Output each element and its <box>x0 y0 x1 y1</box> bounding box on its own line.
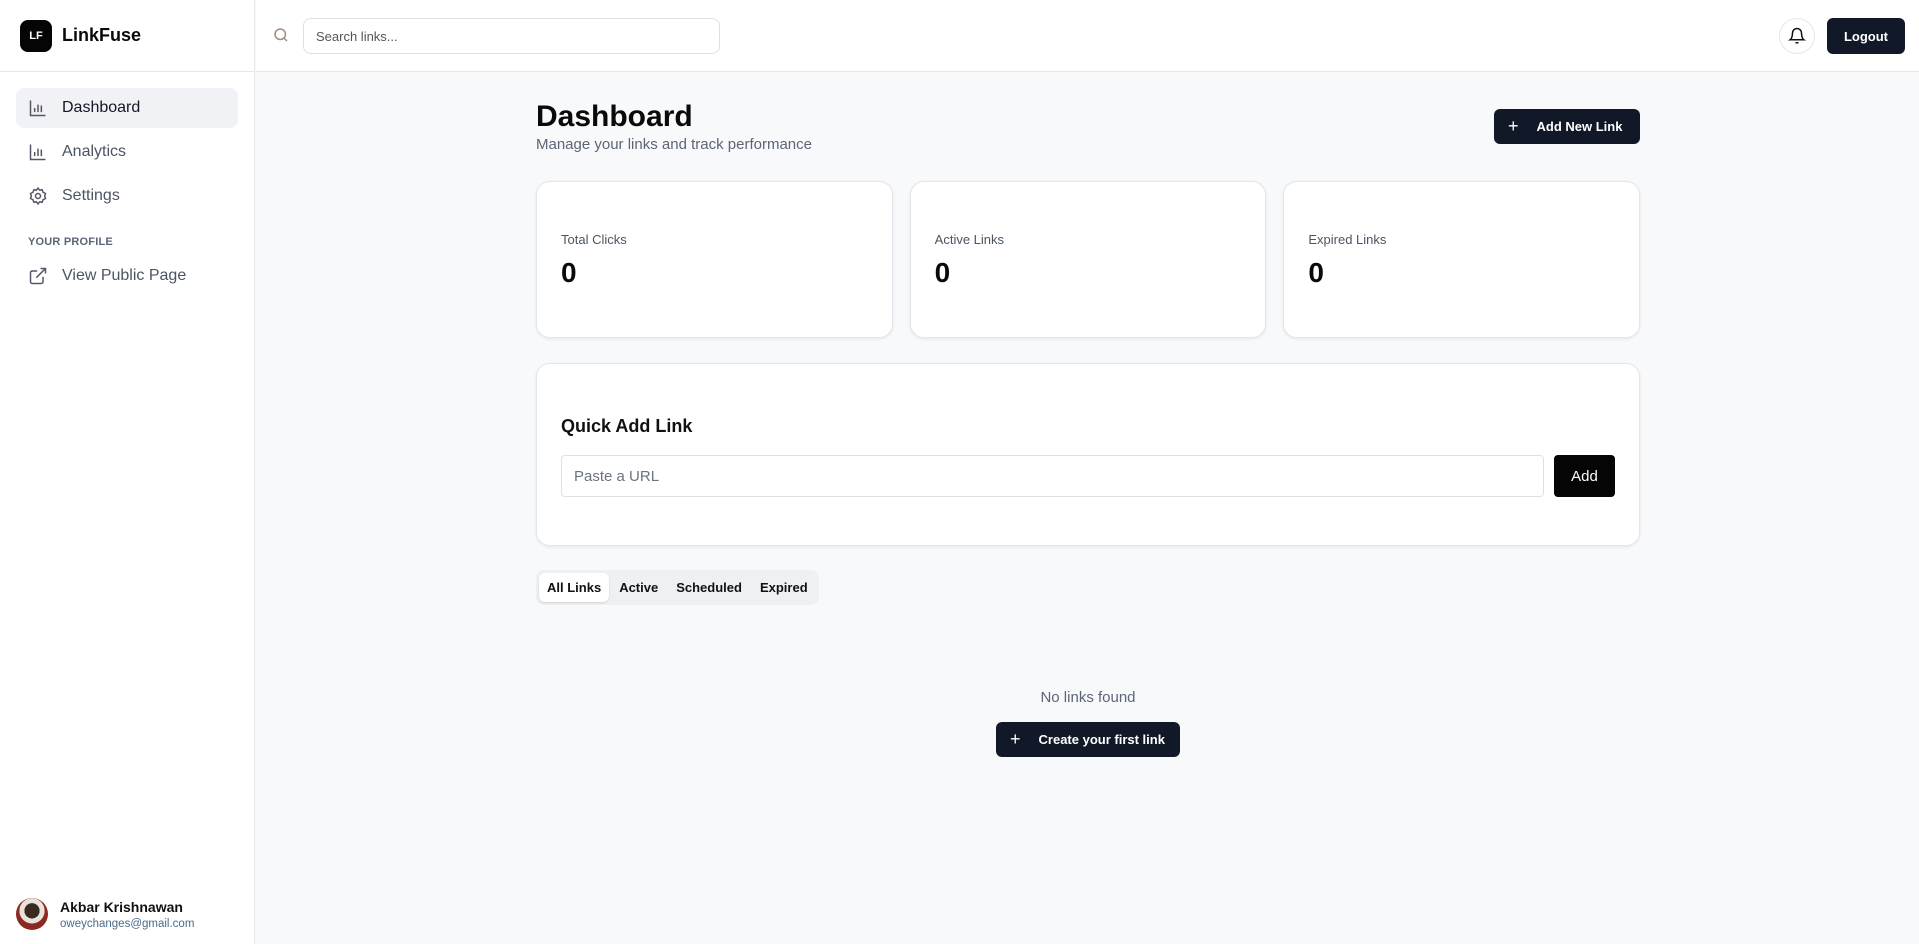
gear-icon <box>29 186 47 206</box>
user-name: Akbar Krishnawan <box>60 898 183 915</box>
main-content: Dashboard Manage your links and track pe… <box>536 72 1641 757</box>
tab-active[interactable]: Active <box>619 580 659 595</box>
sidebar-item-label: View Public Page <box>62 267 187 284</box>
logo: LF <box>20 19 52 52</box>
stat-label: Active Links <box>934 232 1005 247</box>
stat-value: 0 <box>561 257 577 288</box>
create-first-link-button[interactable]: + Create your first link <box>996 722 1180 757</box>
search-icon <box>274 28 288 42</box>
sidebar-item-label: Analytics <box>62 143 127 160</box>
stat-value: 0 <box>1308 257 1324 288</box>
brand[interactable]: LF LinkFuse <box>0 0 254 72</box>
button-label: Add New Link <box>1536 119 1623 134</box>
empty-state: No links found + Create your first link <box>536 689 1640 757</box>
plus-icon: + <box>1508 116 1519 136</box>
user-email: oweychanges@gmail.com <box>60 917 195 930</box>
plus-icon: + <box>1010 729 1021 749</box>
sidebar-nav: Dashboard Analytics Settings YOUR PROFIL… <box>0 72 254 296</box>
sidebar-item-analytics[interactable]: Analytics <box>16 132 238 172</box>
tab-expired[interactable]: Expired <box>759 580 808 595</box>
brand-name: LinkFuse <box>62 25 142 45</box>
sidebar-item-label: Settings <box>62 187 120 204</box>
stats-cards: Total Clicks 0 Active Links 0 Expired Link… <box>536 181 1641 338</box>
stat-label: Total Clicks <box>561 232 627 247</box>
link-filter-tabs: All Links Active Scheduled Expired <box>536 570 819 605</box>
top-header: Logout <box>256 0 1919 72</box>
bar-chart-icon <box>29 144 46 161</box>
button-label: Create your first link <box>1038 732 1165 747</box>
notifications-button[interactable] <box>1779 18 1815 54</box>
quick-add-card: Quick Add Link Add <box>536 363 1640 546</box>
view-public-page-link[interactable]: View Public Page <box>16 256 238 296</box>
add-new-link-button[interactable]: + Add New Link <box>1494 109 1640 144</box>
avatar <box>16 898 48 930</box>
quick-add-title: Quick Add Link <box>561 416 693 436</box>
stat-card-active-links: Active Links 0 <box>909 181 1267 338</box>
url-input[interactable] <box>561 455 1544 497</box>
tab-scheduled[interactable]: Scheduled <box>676 580 742 595</box>
section-label: YOUR PROFILE <box>28 236 113 248</box>
quick-add-button[interactable]: Add <box>1554 455 1615 497</box>
page-title: Dashboard <box>536 100 693 133</box>
tab-all-links[interactable]: All Links <box>539 573 610 602</box>
stat-value: 0 <box>934 257 951 288</box>
logout-button[interactable]: Logout <box>1827 18 1905 54</box>
page-subtitle: Manage your links and track performance <box>536 136 812 153</box>
sidebar: LF LinkFuse Dashboard Analytics Settings… <box>0 0 255 944</box>
bell-icon <box>1788 27 1806 44</box>
sidebar-item-settings[interactable]: Settings <box>16 176 238 216</box>
stat-card-expired-links: Expired Links 0 <box>1283 181 1641 338</box>
stat-label: Expired Links <box>1308 232 1387 247</box>
sidebar-item-label: Dashboard <box>62 99 141 116</box>
empty-message: No links found <box>1040 689 1136 706</box>
search-input[interactable] <box>303 18 720 54</box>
user-profile[interactable]: Akbar Krishnawan oweychanges@gmail.com <box>16 898 194 930</box>
stat-card-total-clicks: Total Clicks 0 <box>536 181 893 338</box>
external-link-icon <box>29 267 47 285</box>
bar-chart-icon <box>29 100 46 117</box>
sidebar-item-dashboard[interactable]: Dashboard <box>16 88 238 128</box>
